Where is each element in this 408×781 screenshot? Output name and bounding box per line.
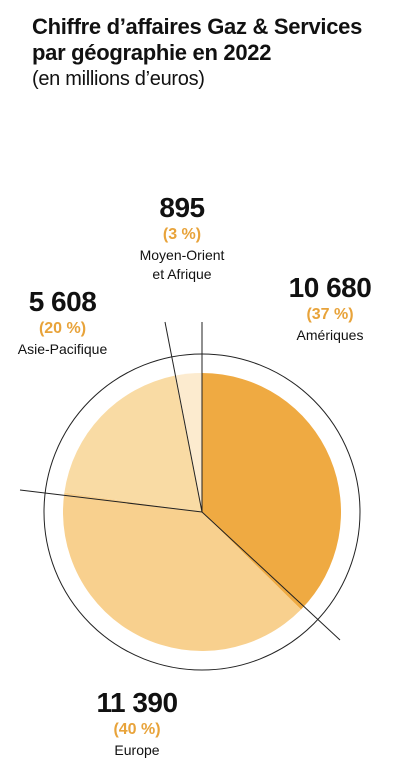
value-label-asie-pacifique: 5 608 (28, 286, 97, 317)
name-label-ameriques: Amériques (296, 327, 364, 343)
pie-slice-asie-pacifique (64, 375, 202, 512)
value-label-europe: 11 390 (96, 687, 178, 718)
percent-label-europe: (40 %) (113, 721, 161, 738)
label-ameriques: 10 680 (37 %) Amériques (265, 272, 395, 345)
name-label-moyen-orient: Moyen-Orient et Afrique (139, 247, 225, 282)
chart-title: Chiffre d’affaires Gaz & Services par gé… (32, 14, 363, 65)
percent-label-moyen-orient: (3 %) (162, 226, 202, 243)
leader-line-moyen-orient (164, 321, 203, 513)
pie-slice-ameriques (202, 373, 342, 610)
title-block: Chiffre d’affaires Gaz & Services par gé… (32, 14, 392, 92)
label-europe: 11 390 (40 %) Europe (67, 687, 207, 760)
pie-slice-europe (62, 492, 302, 651)
value-label-moyen-orient: 895 (159, 192, 205, 223)
label-moyen-orient: 895 (3 %) Moyen-Orient et Afrique (112, 192, 252, 284)
leader-line-ameriques-europe (201, 511, 341, 641)
value-label-ameriques: 10 680 (288, 272, 372, 303)
leader-line-europe-asie (19, 489, 203, 513)
name-label-europe: Europe (114, 742, 160, 758)
chart-subtitle: (en millions d’euros) (32, 68, 205, 90)
percent-label-asie-pacifique: (20 %) (38, 320, 87, 337)
label-asie-pacifique: 5 608 (20 %) Asie-Pacifique (0, 286, 125, 359)
name-label-asie-pacifique: Asie-Pacifique (17, 341, 108, 357)
percent-label-ameriques: (37 %) (306, 306, 354, 323)
